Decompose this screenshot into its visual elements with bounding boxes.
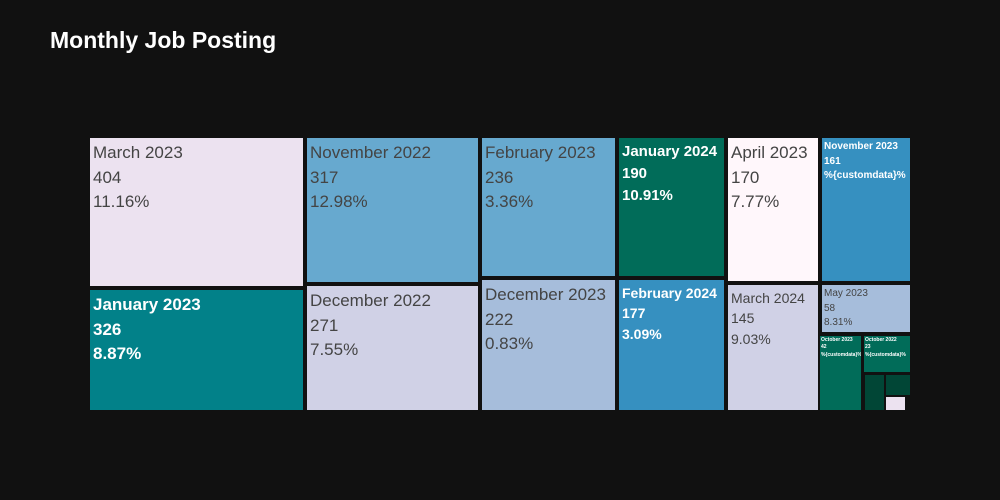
tile-percent: 11.16% [93,192,150,212]
treemap-tile: October 2022 23 %{customdata}% [864,336,910,372]
treemap-tile: November 2022 317 12.98% [307,138,478,282]
treemap-tile: April 2023 170 7.77% [728,138,818,281]
tile-percent: 9.03% [731,330,771,347]
tile-label: January 2024 [622,143,718,160]
tile-label: December 2022 [310,291,431,310]
tile-value: 236 [485,167,514,187]
tile-label: March 2024 [731,290,805,306]
tile-label: May 2023 [824,288,868,299]
tile-label: December 2023 [485,285,606,304]
tile-percent: 0.83% [485,334,534,354]
treemap-tile: November 2023 161 %{customdata}% [822,138,910,281]
tile-percent: %{customdata}% [821,351,861,358]
treemap-tile: January 2023 326 8.87% [90,290,303,410]
tile-percent: 8.31% [824,317,853,328]
treemap-tile [886,375,910,395]
tile-value: 326 [93,319,122,339]
treemap-tile: December 2022 271 7.55% [307,286,478,410]
tile-value: 404 [93,167,122,187]
tile-label: November 2023 [824,141,898,152]
tile-label: January 2023 [93,295,201,314]
tile-value: 177 [622,305,646,322]
tile-value: 170 [731,167,760,187]
tile-value: 58 [824,302,836,314]
tile-label: February 2023 [485,143,596,162]
tile-percent: 8.87% [93,344,142,364]
tile-label: October 2022 [865,337,897,343]
treemap-tile [865,375,884,410]
treemap-tile: March 2023 404 11.16% [90,138,303,286]
tile-value: 145 [731,310,755,327]
tile-value: 23 [865,344,871,351]
tile-value: 42 [821,344,827,351]
tile-label: March 2023 [93,143,183,162]
chart-title: Monthly Job Posting [50,27,277,53]
tile-percent: %{customdata}% [865,351,906,358]
tile-label: April 2023 [731,143,808,162]
tile-percent: 3.09% [622,325,662,342]
treemap-tile: January 2024 190 10.91% [619,138,724,276]
tile-percent: 10.91% [622,186,673,204]
tile-percent: 3.36% [485,192,534,212]
tile-percent: %{customdata}% [824,170,906,181]
tile-value: 190 [622,164,648,182]
tile-value: 161 [824,155,841,167]
treemap-tile: December 2023 222 0.83% [482,280,615,410]
tile-value: 271 [310,315,339,335]
tile-percent: 7.77% [731,192,780,212]
tile-label: February 2024 [622,285,717,301]
treemap-tile: May 2023 58 8.31% [822,285,910,332]
tile-label: October 2023 [821,337,853,343]
tile-value: 317 [310,167,339,187]
treemap-tile: March 2024 145 9.03% [728,285,818,410]
tile-label: November 2022 [310,143,431,162]
treemap-tile [886,397,905,410]
treemap-tile: February 2024 177 3.09% [619,280,724,410]
treemap-tile: October 2023 42 %{customdata}% [820,336,861,410]
treemap-tile: February 2023 236 3.36% [482,138,615,276]
tile-percent: 7.55% [310,340,359,360]
tile-percent: 12.98% [310,192,368,212]
tile-value: 222 [485,309,514,329]
